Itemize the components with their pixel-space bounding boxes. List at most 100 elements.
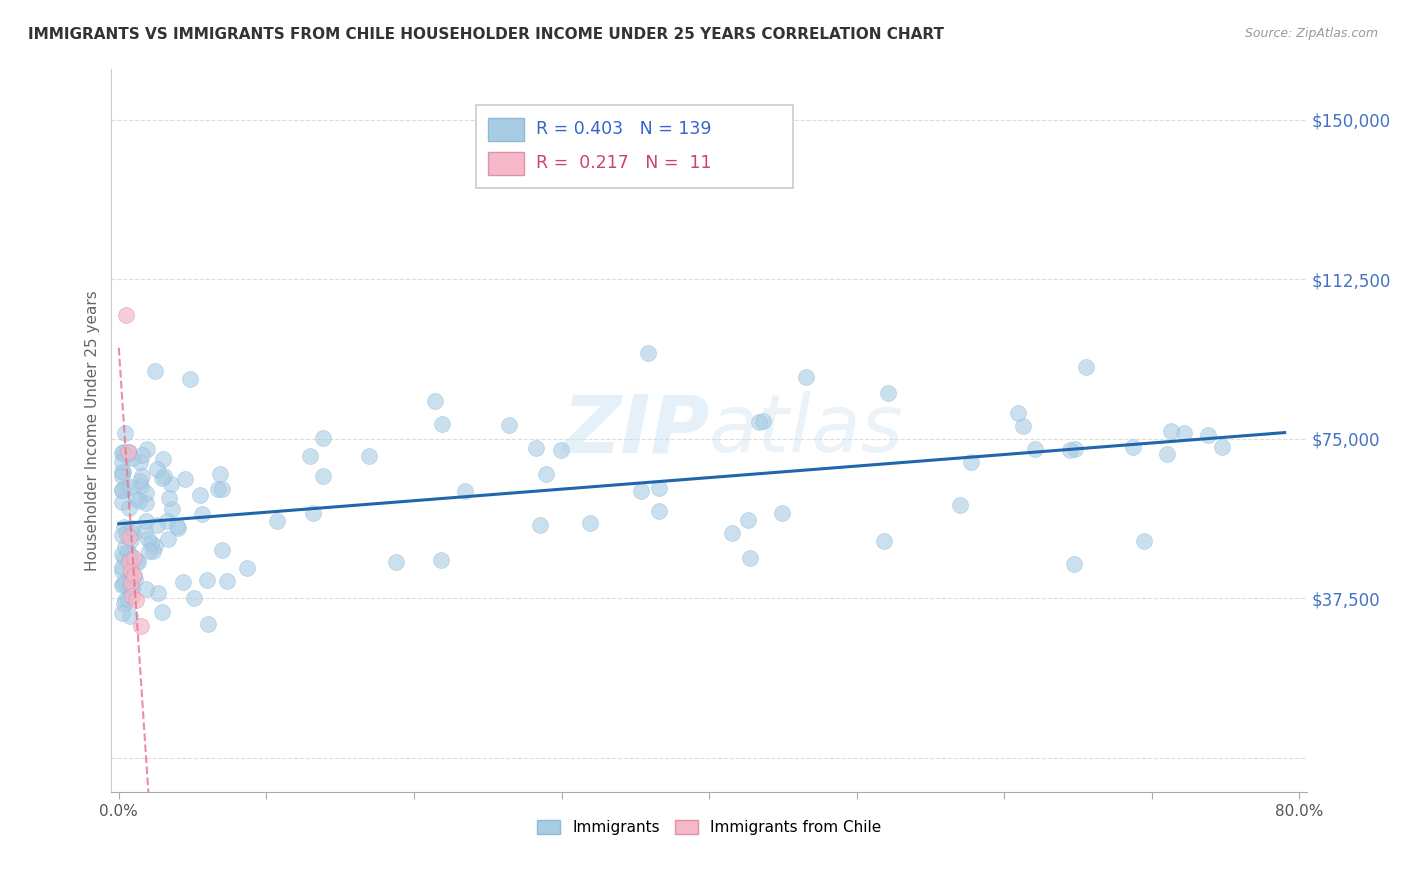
Point	[1197, 428, 1219, 442]
Point	[550, 443, 572, 458]
Point	[454, 484, 477, 499]
Point	[1064, 442, 1087, 456]
Point	[529, 517, 551, 532]
Point	[129, 619, 152, 633]
Point	[121, 526, 143, 541]
Point	[111, 547, 134, 561]
Point	[1012, 419, 1035, 434]
Point	[114, 526, 136, 541]
Point	[770, 506, 793, 520]
Point	[111, 577, 134, 591]
Point	[117, 591, 139, 606]
Point	[179, 372, 201, 386]
Point	[114, 540, 136, 554]
Point	[637, 345, 659, 359]
Point	[146, 517, 169, 532]
Point	[215, 574, 238, 588]
Point	[135, 486, 157, 500]
Point	[111, 465, 134, 479]
Point	[138, 544, 160, 558]
Point	[114, 593, 136, 607]
Point	[117, 444, 139, 458]
Point	[129, 455, 152, 469]
Point	[1211, 440, 1233, 454]
Point	[157, 491, 180, 505]
Point	[740, 551, 762, 566]
Point	[135, 582, 157, 596]
Point	[136, 532, 159, 546]
Text: R = 0.403   N = 139: R = 0.403 N = 139	[536, 120, 711, 138]
Point	[111, 455, 134, 469]
Point	[211, 542, 233, 557]
Point	[117, 544, 139, 558]
Point	[111, 446, 134, 460]
Point	[111, 606, 134, 620]
FancyBboxPatch shape	[488, 118, 524, 141]
Point	[122, 550, 145, 565]
Point	[167, 521, 190, 535]
Point	[949, 498, 972, 512]
Legend: Immigrants, Immigrants from Chile: Immigrants, Immigrants from Chile	[537, 820, 882, 835]
Point	[172, 575, 194, 590]
Point	[1156, 447, 1178, 461]
Point	[432, 417, 454, 431]
Point	[312, 431, 335, 445]
Point	[195, 573, 218, 587]
Point	[190, 507, 212, 521]
Point	[121, 521, 143, 535]
Point	[752, 414, 775, 428]
Point	[152, 471, 174, 485]
Point	[183, 591, 205, 606]
Point	[143, 539, 166, 553]
Point	[115, 309, 138, 323]
Text: R =  0.217   N =  11: R = 0.217 N = 11	[536, 154, 711, 172]
Point	[534, 467, 557, 482]
Point	[1173, 425, 1195, 440]
Point	[128, 494, 150, 508]
Point	[876, 385, 898, 400]
Point	[188, 488, 211, 502]
Point	[524, 441, 547, 455]
Point	[143, 364, 166, 378]
Point	[114, 481, 136, 495]
Point	[156, 532, 179, 546]
Point	[135, 496, 157, 510]
Point	[112, 520, 135, 534]
Point	[111, 559, 134, 574]
Point	[131, 469, 153, 483]
Text: IMMIGRANTS VS IMMIGRANTS FROM CHILE HOUSEHOLDER INCOME UNDER 25 YEARS CORRELATIO: IMMIGRANTS VS IMMIGRANTS FROM CHILE HOUS…	[28, 27, 943, 42]
Point	[121, 451, 143, 466]
Point	[142, 544, 165, 558]
Point	[112, 551, 135, 566]
Point	[117, 500, 139, 515]
Text: ZIP: ZIP	[562, 392, 709, 469]
Point	[630, 484, 652, 499]
Point	[423, 394, 446, 409]
Point	[648, 481, 671, 495]
Point	[385, 555, 408, 569]
Point	[131, 449, 153, 463]
Point	[118, 555, 141, 569]
Point	[112, 576, 135, 591]
Point	[737, 513, 759, 527]
Point	[156, 514, 179, 528]
Point	[111, 483, 134, 497]
Point	[129, 474, 152, 488]
Point	[1122, 440, 1144, 454]
Point	[135, 514, 157, 528]
Point	[121, 589, 143, 603]
Point	[721, 525, 744, 540]
Point	[118, 444, 141, 458]
Point	[118, 530, 141, 544]
Point	[118, 551, 141, 566]
Point	[120, 581, 142, 595]
Point	[160, 502, 183, 516]
Point	[794, 370, 817, 384]
Point	[1160, 424, 1182, 438]
Point	[648, 504, 671, 518]
Point	[121, 582, 143, 596]
FancyBboxPatch shape	[488, 152, 524, 175]
Point	[197, 617, 219, 632]
Text: Source: ZipAtlas.com: Source: ZipAtlas.com	[1244, 27, 1378, 40]
Point	[120, 480, 142, 494]
